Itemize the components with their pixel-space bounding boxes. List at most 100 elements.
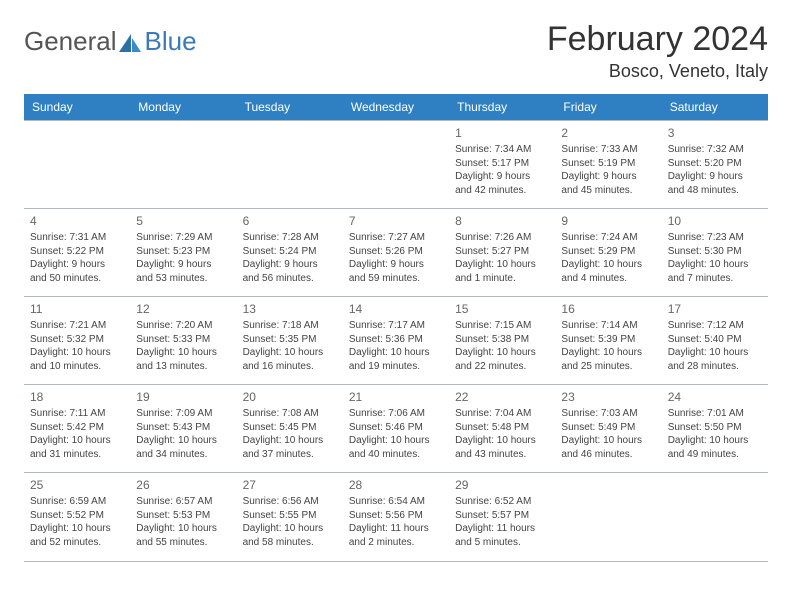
calendar-cell: 29 Sunrise: 6:52 AMSunset: 5:57 PMDayligh… (449, 473, 555, 561)
calendar-cell: 3Sunrise: 7:32 AMSunset: 5:20 PMDaylight… (662, 121, 768, 209)
daylight-line: Daylight: 10 hours and 25 minutes. (561, 346, 655, 373)
day-number: 18 (30, 389, 124, 405)
daylight-line: Daylight: 9 hours and 53 minutes. (136, 258, 230, 285)
daylight-line: Daylight: 9 hours and 56 minutes. (243, 258, 337, 285)
day-number: 1 (455, 125, 549, 141)
calendar-cell: 13Sunrise: 7:18 AMSunset: 5:35 PMDayligh… (237, 297, 343, 385)
day-number: 6 (243, 213, 337, 229)
calendar-cell: 16 Sunrise: 7:14 AMSunset: 5:39 PMDayligh… (555, 297, 661, 385)
sunrise-line: Sunrise: 7:33 AM (561, 143, 655, 157)
day-number: 17 (668, 301, 762, 317)
sunrise-line: Sunrise: 7:01 AM (668, 407, 762, 421)
sunrise-line: Sunrise: 7:14 AM (561, 319, 655, 333)
sunrise-line: Sunrise: 7:32 AM (668, 143, 762, 157)
day-header: Friday (555, 94, 661, 121)
daylight-line: Daylight: 11 hours and 2 minutes. (349, 522, 443, 549)
location: Bosco, Veneto, Italy (547, 61, 768, 82)
calendar-cell: 5Sunrise: 7:29 AMSunset: 5:23 PMDaylight… (130, 209, 236, 297)
sunset-line: Sunset: 5:46 PM (349, 421, 443, 435)
sunset-line: Sunset: 5:19 PM (561, 157, 655, 171)
daylight-line: Daylight: 10 hours and 46 minutes. (561, 434, 655, 461)
calendar-cell: 15Sunrise: 7:15 AMSunset: 5:38 PMDayligh… (449, 297, 555, 385)
daylight-line: Daylight: 10 hours and 49 minutes. (668, 434, 762, 461)
calendar-week-row: 18Sunrise: 7:11 AMSunset: 5:42 PMDayligh… (24, 385, 768, 473)
daylight-line: Daylight: 9 hours and 50 minutes. (30, 258, 124, 285)
sunrise-line: Sunrise: 7:04 AM (455, 407, 549, 421)
sunset-line: Sunset: 5:38 PM (455, 333, 549, 347)
calendar-cell: 24Sunrise: 7:01 AMSunset: 5:50 PMDayligh… (662, 385, 768, 473)
daylight-line: Daylight: 10 hours and 58 minutes. (243, 522, 337, 549)
bottom-rule (24, 561, 768, 562)
sunrise-line: Sunrise: 7:28 AM (243, 231, 337, 245)
day-number: 26 (136, 477, 230, 493)
daylight-line: Daylight: 10 hours and 13 minutes. (136, 346, 230, 373)
sunset-line: Sunset: 5:56 PM (349, 509, 443, 523)
day-number: 16 (561, 301, 655, 317)
sunset-line: Sunset: 5:32 PM (30, 333, 124, 347)
sunrise-line: Sunrise: 7:21 AM (30, 319, 124, 333)
day-number: 29 (455, 477, 549, 493)
logo-text-blue: Blue (145, 26, 197, 57)
logo: General Blue (24, 26, 197, 57)
daylight-line: Daylight: 11 hours and 5 minutes. (455, 522, 549, 549)
day-number: 7 (349, 213, 443, 229)
day-header: Sunday (24, 94, 130, 121)
daylight-line: Daylight: 10 hours and 28 minutes. (668, 346, 762, 373)
sunrise-line: Sunrise: 7:24 AM (561, 231, 655, 245)
calendar-cell: 11 Sunrise: 7:21 AMSunset: 5:32 PMDayligh… (24, 297, 130, 385)
day-number: 22 (455, 389, 549, 405)
sunrise-line: Sunrise: 7:20 AM (136, 319, 230, 333)
calendar-cell: 23Sunrise: 7:03 AMSunset: 5:49 PMDayligh… (555, 385, 661, 473)
sunrise-line: Sunrise: 7:29 AM (136, 231, 230, 245)
day-number: 10 (668, 213, 762, 229)
sunset-line: Sunset: 5:39 PM (561, 333, 655, 347)
day-number: 28 (349, 477, 443, 493)
daylight-line: Daylight: 10 hours and 10 minutes. (30, 346, 124, 373)
calendar-cell: 6 Sunrise: 7:28 AMSunset: 5:24 PMDaylight… (237, 209, 343, 297)
calendar-cell: 4Sunrise: 7:31 AMSunset: 5:22 PMDaylight… (24, 209, 130, 297)
header: General Blue February 2024 Bosco, Veneto… (24, 20, 768, 82)
sunset-line: Sunset: 5:22 PM (30, 245, 124, 259)
daylight-line: Daylight: 10 hours and 16 minutes. (243, 346, 337, 373)
sunset-line: Sunset: 5:33 PM (136, 333, 230, 347)
day-number: 20 (243, 389, 337, 405)
sunset-line: Sunset: 5:49 PM (561, 421, 655, 435)
sunset-line: Sunset: 5:29 PM (561, 245, 655, 259)
day-number: 2 (561, 125, 655, 141)
calendar-cell (130, 121, 236, 209)
sunset-line: Sunset: 5:20 PM (668, 157, 762, 171)
daylight-line: Daylight: 10 hours and 4 minutes. (561, 258, 655, 285)
sunrise-line: Sunrise: 6:59 AM (30, 495, 124, 509)
calendar-cell: 1Sunrise: 7:34 AMSunset: 5:17 PMDaylight… (449, 121, 555, 209)
sunset-line: Sunset: 5:42 PM (30, 421, 124, 435)
sunset-line: Sunset: 5:43 PM (136, 421, 230, 435)
daylight-line: Daylight: 10 hours and 7 minutes. (668, 258, 762, 285)
day-header: Saturday (662, 94, 768, 121)
day-number: 24 (668, 389, 762, 405)
day-number: 25 (30, 477, 124, 493)
calendar-week-row: 4Sunrise: 7:31 AMSunset: 5:22 PMDaylight… (24, 209, 768, 297)
sunset-line: Sunset: 5:24 PM (243, 245, 337, 259)
calendar-cell: 20Sunrise: 7:08 AMSunset: 5:45 PMDayligh… (237, 385, 343, 473)
title-block: February 2024 Bosco, Veneto, Italy (547, 20, 768, 82)
calendar-cell: 7Sunrise: 7:27 AMSunset: 5:26 PMDaylight… (343, 209, 449, 297)
calendar-week-row: 25 Sunrise: 6:59 AMSunset: 5:52 PM Dayligh… (24, 473, 768, 561)
sunrise-line: Sunrise: 6:52 AM (455, 495, 549, 509)
logo-text-general: General (24, 26, 117, 57)
daylight-line: Daylight: 9 hours and 48 minutes. (668, 170, 762, 197)
sunset-line: Sunset: 5:36 PM (349, 333, 443, 347)
calendar-week-row: 1Sunrise: 7:34 AMSunset: 5:17 PMDaylight… (24, 121, 768, 209)
sunset-line: Sunset: 5:57 PM (455, 509, 549, 523)
sunset-line: Sunset: 5:52 PM (30, 509, 124, 523)
sunset-line: Sunset: 5:23 PM (136, 245, 230, 259)
sunrise-line: Sunrise: 7:34 AM (455, 143, 549, 157)
day-number: 13 (243, 301, 337, 317)
calendar-cell: 2Sunrise: 7:33 AMSunset: 5:19 PMDaylight… (555, 121, 661, 209)
daylight-line: Daylight: 10 hours and 1 minute. (455, 258, 549, 285)
calendar-cell (343, 121, 449, 209)
day-number: 27 (243, 477, 337, 493)
sunset-line: Sunset: 5:55 PM (243, 509, 337, 523)
calendar-week-row: 11Sunrise: 7:21 AMSunset: 5:32 PMDayligh… (24, 297, 768, 385)
calendar-cell: 12Sunrise: 7:20 AMSunset: 5:33 PMDayligh… (130, 297, 236, 385)
day-number: 11 (30, 301, 124, 317)
